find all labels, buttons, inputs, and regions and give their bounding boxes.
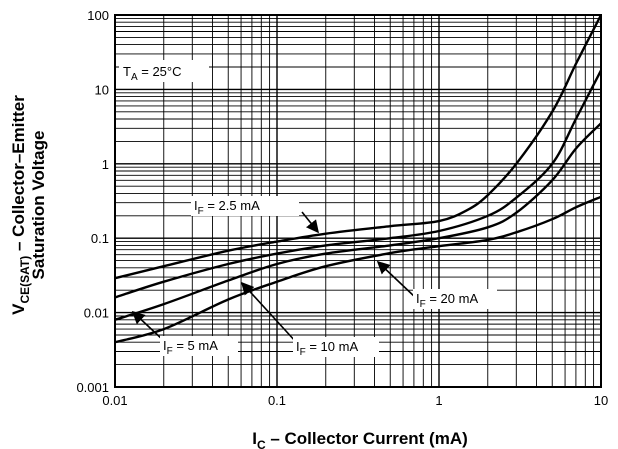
condition-sub: A	[131, 72, 138, 83]
svg-text:TA = 25°C: TA = 25°C	[123, 64, 182, 83]
grid	[114, 15, 601, 388]
label-if-20ma: IF = 20 mA	[416, 291, 478, 310]
y-tick-label: 1	[102, 157, 109, 172]
label-background	[191, 196, 299, 216]
y-axis-title-rest: – Collector–Emitter	[9, 95, 28, 256]
annotations: IF = 2.5 mA IF = 5 mA IF = 10 mA IF = 20 mA	[131, 196, 497, 358]
y-axis-title-line1: VCE(SAT) – Collector–Emitter	[9, 95, 32, 315]
curve-if-10ma	[114, 122, 602, 321]
x-axis-title-main: I	[252, 429, 257, 448]
y-axis-title-main: V	[9, 303, 28, 315]
label-if-20ma-group: IF = 20 mA	[376, 260, 497, 310]
y-axis-title-sub: CE(SAT)	[18, 256, 32, 304]
label-if-10ma: IF = 10 mA	[296, 339, 358, 358]
curve-if-5ma	[114, 69, 603, 299]
condition-main: T	[123, 64, 131, 79]
x-tick-label: 10	[594, 393, 608, 408]
label-background	[160, 336, 238, 356]
leader-arrow	[376, 260, 417, 299]
x-axis-title-rest: – Collector Current (mA)	[266, 429, 468, 448]
label-if-5ma-group: IF = 5 mA	[131, 310, 238, 357]
label-background	[293, 337, 379, 357]
y-tick-label: 100	[87, 8, 109, 23]
y-tick-label: 0.01	[84, 306, 109, 321]
label-if-5ma: IF = 5 mA	[163, 338, 218, 357]
label-if-2-5ma-group: IF = 2.5 mA	[191, 196, 319, 234]
condition-label: TA = 25°C	[119, 60, 209, 83]
leader-arrow	[131, 310, 164, 341]
x-tick-label: 1	[435, 393, 442, 408]
label-background	[413, 289, 497, 309]
label-if-2-5ma: IF = 2.5 mA	[194, 198, 260, 217]
x-axis-title: IC – Collector Current (mA)	[252, 429, 468, 449]
y-axis-title-line2: Saturation Voltage	[29, 131, 48, 280]
curve-if-20ma	[114, 195, 602, 344]
y-tick-label: 0.1	[91, 231, 109, 246]
label-if-10ma-group: IF = 10 mA	[240, 281, 379, 358]
curve-if-2-5ma	[114, 14, 603, 280]
y-tick-label: 0.001	[76, 380, 109, 395]
x-tick-label: 0.01	[102, 393, 127, 408]
curves	[114, 14, 603, 344]
leader-arrow	[240, 281, 297, 343]
condition-rest: = 25°C	[138, 64, 182, 79]
plot-frame	[114, 14, 602, 388]
x-axis-title-sub: C	[257, 438, 266, 449]
y-tick-label: 10	[95, 82, 109, 97]
x-tick-label: 0.1	[268, 393, 286, 408]
leader-arrow	[301, 211, 319, 234]
